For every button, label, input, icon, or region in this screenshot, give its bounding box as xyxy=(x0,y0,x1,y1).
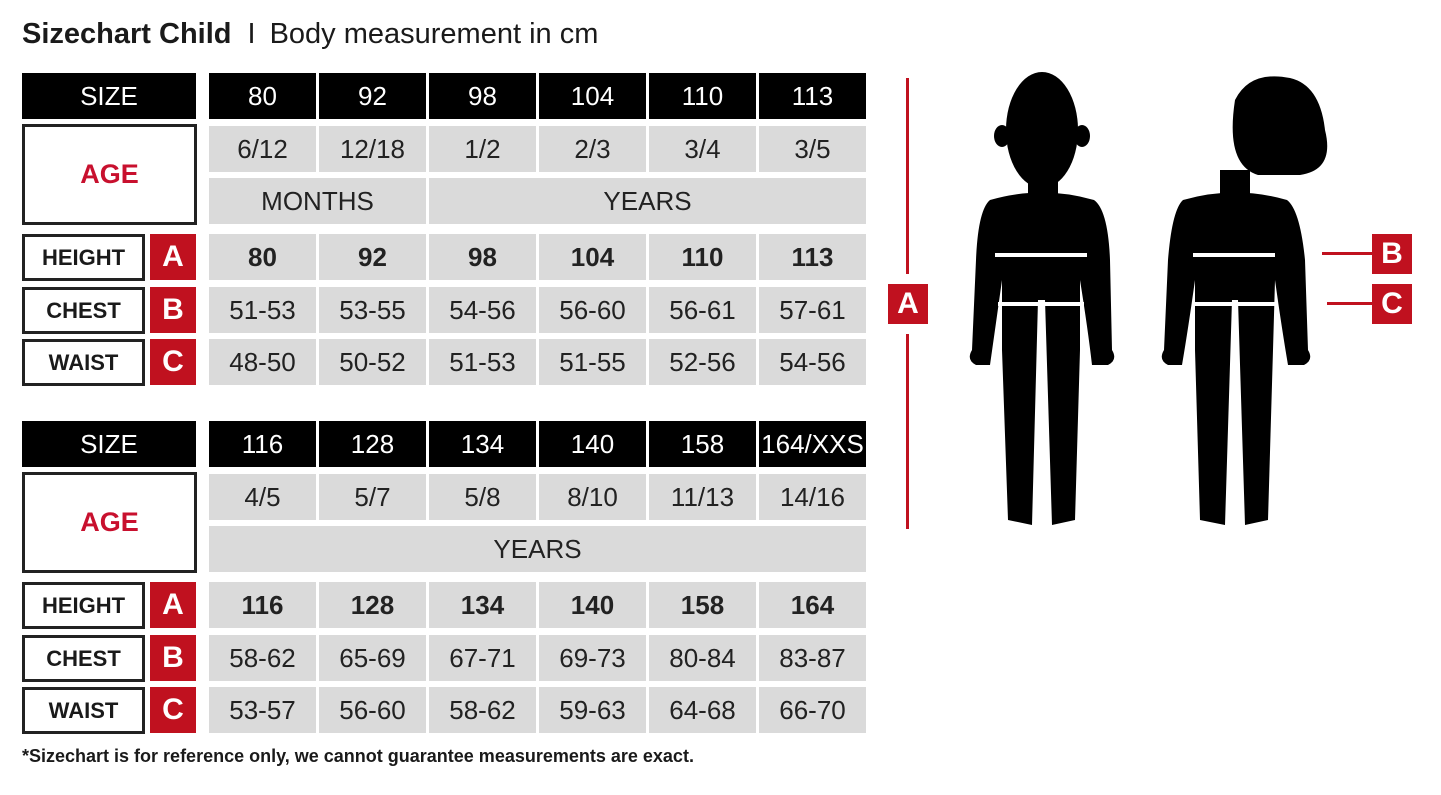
waist-cell: 56-60 xyxy=(319,687,426,733)
age-cell: 5/8 xyxy=(429,474,536,520)
height-marker: A xyxy=(150,234,196,280)
age-cell: 14/16 xyxy=(759,474,866,520)
height-line xyxy=(906,78,909,529)
age-cell: 2/3 xyxy=(539,126,646,172)
chest-marker: B xyxy=(150,635,196,681)
age-cell: 12/18 xyxy=(319,126,426,172)
waist-marker: C xyxy=(150,339,196,385)
chest-cell: 57-61 xyxy=(759,287,866,333)
height-cell: 134 xyxy=(429,582,536,628)
size-cell: 158 xyxy=(649,421,756,467)
height-cell: 98 xyxy=(429,234,536,280)
age-cell: 1/2 xyxy=(429,126,536,172)
age-cell: 4/5 xyxy=(209,474,316,520)
height-cell: 116 xyxy=(209,582,316,628)
size-cell: 80 xyxy=(209,73,316,119)
waist-cell: 52-56 xyxy=(649,339,756,385)
size-cell: 98 xyxy=(429,73,536,119)
age-unit-cell: YEARS xyxy=(429,178,866,224)
size-cell: 128 xyxy=(319,421,426,467)
chest-label: CHEST xyxy=(22,635,145,682)
title-main: Sizechart Child xyxy=(22,18,232,50)
chest-cell: 80-84 xyxy=(649,635,756,681)
title-subtitle: Body measurement in cm xyxy=(269,18,599,50)
size-cell: 164/XXS xyxy=(759,421,866,467)
size-cell: 113 xyxy=(759,73,866,119)
size-cell: 110 xyxy=(649,73,756,119)
size-label: SIZE xyxy=(22,421,196,467)
size-label: SIZE xyxy=(22,73,196,119)
height-cell: 110 xyxy=(649,234,756,280)
waist-label: WAIST xyxy=(22,339,145,386)
waist-cell: 50-52 xyxy=(319,339,426,385)
height-cell: 140 xyxy=(539,582,646,628)
height-cell: 80 xyxy=(209,234,316,280)
age-label: AGE xyxy=(22,472,197,573)
waist-cell: 54-56 xyxy=(759,339,866,385)
size-cell: 104 xyxy=(539,73,646,119)
age-cell: 5/7 xyxy=(319,474,426,520)
chest-cell: 56-61 xyxy=(649,287,756,333)
chest-cell: 51-53 xyxy=(209,287,316,333)
age-cell: 11/13 xyxy=(649,474,756,520)
chest-cell: 53-55 xyxy=(319,287,426,333)
waist-label: WAIST xyxy=(22,687,145,734)
height-cell: 158 xyxy=(649,582,756,628)
size-cell: 116 xyxy=(209,421,316,467)
age-unit-cell: YEARS xyxy=(209,526,866,572)
height-cell: 128 xyxy=(319,582,426,628)
waist-marker: C xyxy=(150,687,196,733)
chest-cell: 69-73 xyxy=(539,635,646,681)
waist-cell: 48-50 xyxy=(209,339,316,385)
waist-cell: 51-53 xyxy=(429,339,536,385)
waist-cell: 59-63 xyxy=(539,687,646,733)
age-unit-cell: MONTHS xyxy=(209,178,426,224)
page-title: Sizechart Child I Body measurement in cm xyxy=(22,18,598,51)
girl-silhouette xyxy=(1161,76,1328,525)
age-cell: 3/5 xyxy=(759,126,866,172)
chest-cell: 54-56 xyxy=(429,287,536,333)
size-cell: 140 xyxy=(539,421,646,467)
size-cell: 134 xyxy=(429,421,536,467)
height-cell: 104 xyxy=(539,234,646,280)
height-label: HEIGHT xyxy=(22,234,145,281)
age-label: AGE xyxy=(22,124,197,225)
waist-cell: 53-57 xyxy=(209,687,316,733)
chest-cell: 56-60 xyxy=(539,287,646,333)
age-cell: 3/4 xyxy=(649,126,756,172)
chest-marker: B xyxy=(1372,234,1412,274)
waist-pointer xyxy=(1327,302,1372,305)
waist-cell: 66-70 xyxy=(759,687,866,733)
chest-label: CHEST xyxy=(22,287,145,334)
chest-pointer xyxy=(1322,252,1372,255)
chest-cell: 83-87 xyxy=(759,635,866,681)
age-cell: 8/10 xyxy=(539,474,646,520)
chest-marker: B xyxy=(150,287,196,333)
height-cell: 113 xyxy=(759,234,866,280)
height-label: HEIGHT xyxy=(22,582,145,629)
height-cell: 164 xyxy=(759,582,866,628)
age-cell: 6/12 xyxy=(209,126,316,172)
waist-marker: C xyxy=(1372,284,1412,324)
waist-cell: 58-62 xyxy=(429,687,536,733)
waist-cell: 51-55 xyxy=(539,339,646,385)
height-marker: A xyxy=(150,582,196,628)
chest-cell: 58-62 xyxy=(209,635,316,681)
boy-silhouette xyxy=(969,72,1115,525)
chest-cell: 67-71 xyxy=(429,635,536,681)
height-cell: 92 xyxy=(319,234,426,280)
height-marker: A xyxy=(888,284,928,324)
size-cell: 92 xyxy=(319,73,426,119)
chest-cell: 65-69 xyxy=(319,635,426,681)
footnote: *Sizechart is for reference only, we can… xyxy=(22,746,694,766)
waist-cell: 64-68 xyxy=(649,687,756,733)
title-separator: I xyxy=(247,18,256,50)
body-diagram xyxy=(906,72,1372,529)
